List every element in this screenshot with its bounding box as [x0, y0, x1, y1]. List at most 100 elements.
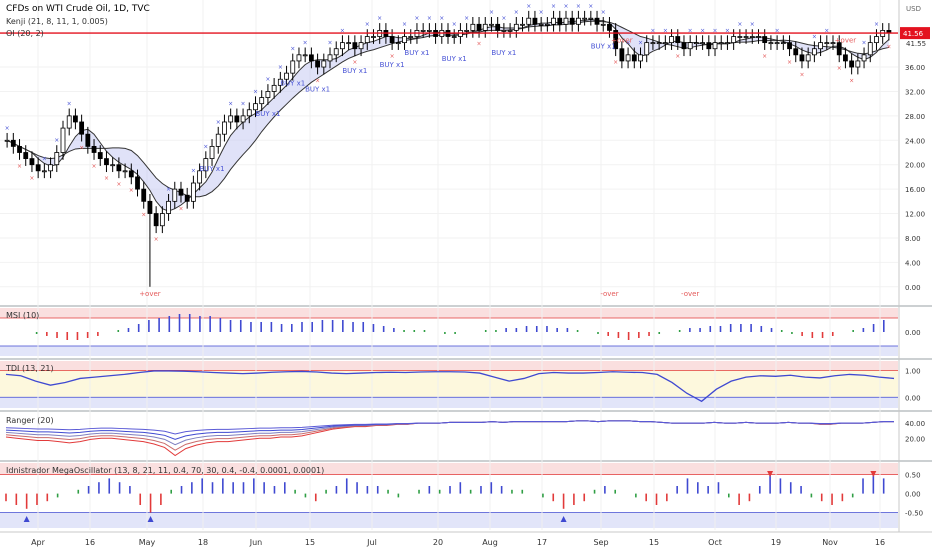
y-tick-label: 0.50 — [905, 472, 921, 480]
x-tick-label: Nov — [822, 538, 838, 547]
signal-marker: × — [601, 9, 606, 16]
candle-body — [402, 36, 407, 44]
buy-annotation: BUY x1 — [305, 85, 330, 93]
candle-body — [315, 60, 320, 68]
x-tick-label: 15 — [305, 538, 315, 547]
candle-body — [308, 54, 314, 62]
signal-marker: × — [29, 175, 34, 182]
candle-body — [867, 42, 873, 56]
x-tick-label: 16 — [85, 538, 95, 547]
signal-marker: × — [414, 15, 419, 22]
x-tick-label: Oct — [708, 538, 722, 547]
candle-body — [234, 115, 240, 123]
candle-body — [762, 36, 768, 44]
candle-body — [836, 42, 842, 56]
signal-marker: × — [439, 15, 444, 22]
candle-body — [240, 115, 246, 123]
x-tick-label: May — [139, 538, 156, 547]
candle-body — [588, 17, 594, 20]
candle-body — [700, 42, 706, 45]
signal-marker: × — [650, 27, 655, 34]
candle-body — [290, 60, 296, 74]
buy-annotation: BUY x1 — [255, 110, 280, 118]
y-tick-label: 0.00 — [905, 284, 921, 292]
signal-marker: × — [638, 40, 643, 47]
candle-body — [104, 158, 109, 166]
candle-body — [787, 42, 792, 50]
candle-body — [128, 170, 134, 178]
candle-body — [811, 48, 817, 56]
candle-body — [520, 23, 525, 26]
candle-body — [749, 36, 755, 38]
candle-body — [184, 194, 190, 202]
candle-body — [10, 139, 16, 147]
last-price-badge — [900, 27, 930, 40]
over-annotation: +over — [611, 37, 633, 45]
x-tick-label: Aug — [482, 538, 498, 547]
x-tick-label: 20 — [433, 538, 443, 547]
signal-marker: × — [303, 40, 308, 47]
signal-marker: × — [700, 27, 705, 34]
candle-body — [73, 115, 78, 123]
signal-marker: × — [54, 137, 59, 144]
signal-marker: × — [775, 27, 780, 34]
candle-body — [687, 42, 693, 50]
candle-body — [582, 17, 588, 20]
x-tick-label: Jul — [366, 538, 377, 547]
y-tick-label: 28.00 — [905, 113, 925, 121]
signal-marker: × — [340, 27, 345, 34]
candle-body — [768, 42, 774, 45]
candle-body — [861, 54, 867, 62]
candle-body — [669, 36, 674, 44]
signal-marker: × — [178, 206, 183, 213]
indicator-oi: OI (20, 2) — [6, 29, 44, 38]
pane-title: Ranger (20) — [6, 416, 54, 425]
candle-body — [824, 42, 830, 45]
x-tick-label: Sep — [593, 538, 608, 547]
signal-marker: × — [203, 143, 208, 150]
candle-body — [246, 109, 252, 117]
sell-triangle — [767, 471, 774, 477]
candle-body — [4, 139, 10, 142]
candle-body — [799, 54, 805, 62]
buy-annotation: BUY x1 — [280, 79, 305, 87]
candle-body — [66, 115, 72, 129]
candle-body — [551, 17, 556, 25]
candle-body — [706, 42, 712, 50]
signal-marker: × — [750, 21, 755, 28]
signal-marker: × — [141, 212, 146, 219]
candle-body — [805, 54, 811, 62]
buy-triangle — [23, 516, 30, 522]
signal-marker: × — [315, 77, 320, 84]
y-tick-label: 24.00 — [905, 137, 925, 145]
signal-marker: × — [626, 40, 631, 47]
candle-body — [793, 48, 799, 56]
candle-body — [85, 133, 91, 147]
candle-body — [693, 42, 699, 45]
y-tick-label: 0.00 — [905, 329, 921, 337]
signal-marker: × — [17, 163, 22, 170]
candle-body — [482, 23, 488, 31]
candle-body — [557, 17, 563, 25]
y-tick-label: 20.00 — [905, 162, 925, 170]
candle-body — [464, 30, 470, 32]
signal-marker: × — [613, 59, 618, 66]
signal-marker: × — [427, 15, 432, 22]
buy-annotation: BUY x1 — [591, 43, 616, 51]
candle-body — [346, 42, 352, 45]
candle-body — [675, 36, 681, 44]
last-price-label: 41.56 — [903, 30, 924, 38]
candle-body — [756, 36, 761, 38]
candle-body — [358, 42, 364, 50]
candle-body — [849, 60, 855, 68]
signal-marker: × — [663, 27, 668, 34]
candle-body — [296, 54, 302, 62]
signal-marker: × — [762, 53, 767, 60]
candle-body — [147, 200, 153, 214]
candle-body — [476, 23, 482, 31]
candle-body — [507, 30, 513, 32]
candle-body — [23, 152, 29, 160]
signal-marker: × — [824, 27, 829, 34]
candle-body — [284, 72, 289, 80]
candle-body — [495, 23, 501, 31]
